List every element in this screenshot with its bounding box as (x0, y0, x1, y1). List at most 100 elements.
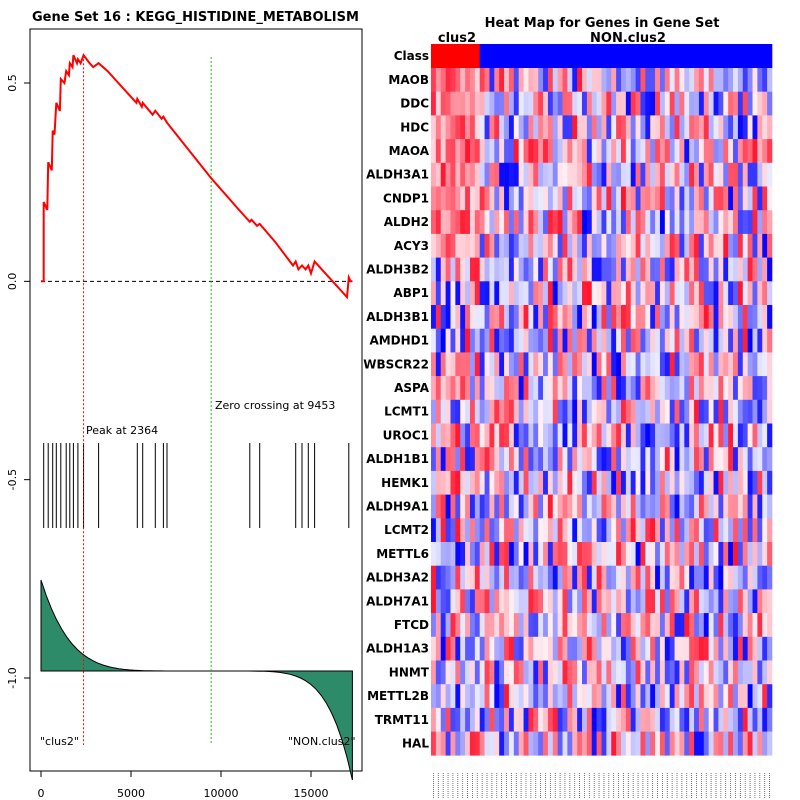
gene-label: ALDH2 (384, 215, 429, 229)
heatmap-cell (533, 305, 539, 329)
heatmap-cell (552, 352, 558, 377)
heatmap-cell (689, 91, 695, 116)
heatmap-cell (547, 470, 554, 495)
heatmap-cell (431, 186, 437, 211)
heatmap-cell (469, 613, 476, 638)
heatmap-cell (757, 305, 763, 329)
heatmap-cell (489, 305, 495, 329)
heatmap-cell (635, 684, 641, 709)
enrichment-title: Gene Set 16 : KEGG_HISTIDINE_METABOLISM (32, 10, 359, 25)
heatmap-cell (669, 470, 675, 495)
heatmap-cell (596, 91, 602, 116)
heatmap-cell (474, 542, 481, 566)
heatmap-cell (606, 470, 612, 495)
heatmap-cell (533, 542, 539, 566)
enrichment-score-line (41, 53, 353, 300)
heatmap-cell (757, 565, 763, 590)
heatmap-cell (450, 91, 456, 116)
heatmap-cell (611, 91, 617, 116)
heatmap-cell (655, 589, 661, 614)
heatmap-cell (440, 494, 446, 519)
heatmap-cell (513, 542, 519, 566)
heatmap-cell (640, 423, 646, 448)
heatmap-cell (601, 684, 607, 709)
heatmap-cell (767, 494, 773, 519)
heatmap-cell (694, 115, 700, 140)
heatmap-cell (494, 707, 500, 732)
heatmap-cell (518, 210, 524, 235)
heatmap-cell (474, 636, 481, 661)
gene-label: ASPA (394, 381, 430, 395)
heatmap-cell (460, 352, 466, 377)
heatmap-cell (460, 636, 466, 661)
heatmap-cell (533, 589, 539, 614)
heatmap-cell (689, 660, 695, 685)
heatmap-cell (577, 707, 583, 732)
heatmap-cell (762, 494, 768, 519)
heatmap-cell (669, 115, 675, 140)
heatmap-cell (474, 210, 481, 235)
heatmap-cell (737, 139, 744, 164)
heatmap-cell (650, 447, 656, 472)
heatmap-cell (582, 494, 588, 519)
heatmap-cell (733, 399, 739, 424)
heatmap-cell (586, 707, 593, 732)
gene-label: ALDH1B1 (366, 452, 429, 466)
heatmap-cell (620, 660, 627, 685)
heatmap-cell (655, 139, 661, 164)
heatmap-cell (586, 636, 593, 661)
heatmap-cell (455, 91, 461, 116)
heatmap-cell (552, 186, 558, 211)
heatmap-cell (694, 636, 700, 661)
heatmap-cell (674, 305, 680, 329)
heatmap-cell (713, 352, 719, 377)
heatmap-cell (630, 636, 636, 661)
heatmap-cell (435, 162, 442, 187)
heatmap-cell (645, 91, 651, 116)
heatmap-cell (708, 257, 714, 282)
class-name-nonclus2: NON.clus2 (590, 31, 666, 46)
heatmap-cell (733, 470, 739, 495)
heatmap-cell (435, 518, 442, 543)
heatmap-cell (547, 68, 554, 92)
heatmap-cell (659, 660, 666, 685)
heatmap-cell (572, 186, 578, 211)
heatmap-cell (577, 257, 583, 282)
heatmap-cell (606, 447, 612, 472)
heatmap-cell (713, 660, 719, 685)
heatmap-cell (479, 115, 485, 140)
heatmap-cell (440, 399, 446, 424)
heatmap-cell (504, 565, 510, 590)
heatmap-cell (757, 518, 763, 543)
heatmap-cell (689, 68, 695, 92)
heatmap-cell (469, 660, 476, 685)
heatmap-cell (630, 399, 636, 424)
heatmap-cell (757, 68, 763, 92)
heatmap-cell (655, 447, 661, 472)
heatmap-cell (474, 613, 481, 638)
heatmap-cell (733, 328, 739, 353)
heatmap-cell (650, 305, 656, 329)
heatmap-cell (630, 281, 636, 306)
heatmap-cell (664, 257, 670, 282)
heatmap-cell (669, 447, 675, 472)
heatmap-cell (694, 233, 700, 258)
heatmap-cell (445, 91, 451, 116)
heatmap-cell (635, 352, 641, 377)
heatmap-cell (698, 613, 705, 638)
heatmap-cell (504, 470, 510, 495)
heatmap-cell (635, 139, 641, 164)
heatmap-cell (513, 613, 519, 638)
heatmap-cell (762, 139, 768, 164)
heatmap-cell (747, 115, 753, 140)
heatmap-cell (469, 376, 476, 401)
heatmap-cell (567, 233, 573, 258)
heatmap-cell (508, 162, 515, 187)
heatmap-cell (635, 613, 641, 638)
heatmap-cell (445, 565, 451, 590)
heatmap-cell (664, 731, 670, 756)
heatmap-cell (659, 91, 666, 116)
heatmap-cell (601, 399, 607, 424)
heatmap-cell (596, 613, 602, 638)
heatmap-cell (543, 447, 549, 472)
